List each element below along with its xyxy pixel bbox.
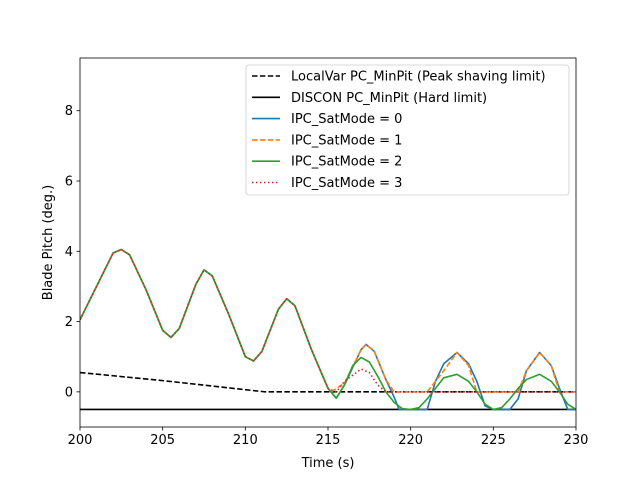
x-tick-label: 220 — [398, 433, 423, 448]
y-tick-label: 2 — [65, 315, 73, 330]
x-axis-ticks: 200 205 210 215 220 225 230 — [68, 427, 589, 448]
y-tick-label: 4 — [65, 245, 73, 260]
y-tick-label: 8 — [65, 104, 73, 119]
y-axis-ticks: 0 2 4 6 8 — [65, 104, 80, 400]
y-tick-label: 0 — [65, 385, 73, 400]
x-tick-label: 200 — [68, 433, 93, 448]
legend-label-0: LocalVar PC_MinPit (Peak shaving limit) — [291, 70, 546, 85]
legend: LocalVar PC_MinPit (Peak shaving limit) D… — [245, 64, 570, 196]
legend-label-5: IPC_SatMode = 3 — [291, 176, 402, 191]
legend-label-4: IPC_SatMode = 2 — [291, 155, 402, 170]
x-tick-label: 230 — [564, 433, 589, 448]
y-tick-label: 6 — [65, 175, 73, 190]
legend-box — [245, 64, 570, 196]
legend-label-1: DISCON PC_MinPit (Hard limit) — [291, 91, 487, 106]
series-layer — [80, 248, 576, 411]
x-axis-label: Time (s) — [301, 456, 355, 471]
series-line-4 — [80, 248, 576, 411]
x-tick-label: 210 — [233, 433, 258, 448]
legend-label-2: IPC_SatMode = 0 — [291, 112, 402, 127]
x-tick-label: 225 — [481, 433, 506, 448]
series-line-5 — [80, 248, 576, 393]
y-axis-label: Blade Pitch (deg.) — [41, 185, 56, 300]
x-tick-label: 215 — [316, 433, 341, 448]
legend-label-3: IPC_SatMode = 1 — [291, 133, 402, 148]
x-tick-label: 205 — [150, 433, 175, 448]
